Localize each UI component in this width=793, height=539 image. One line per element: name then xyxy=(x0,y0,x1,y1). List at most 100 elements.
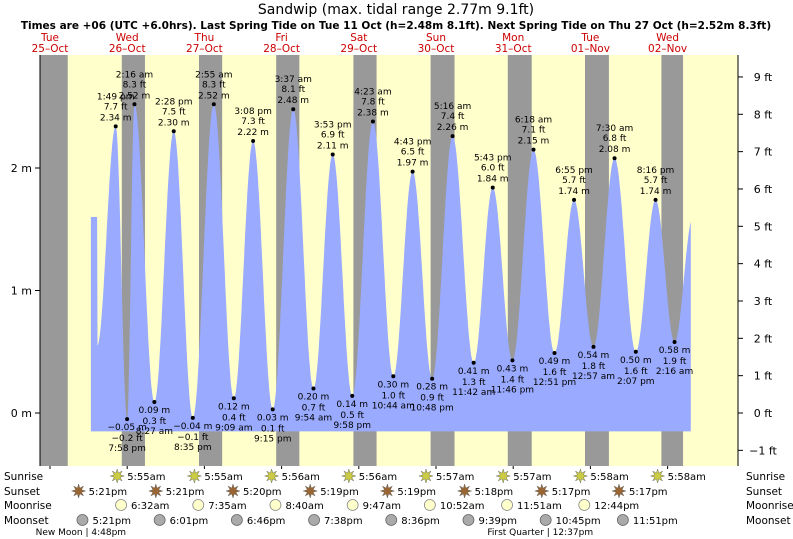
row-time: 5:58am xyxy=(590,472,628,483)
right-tick-label: 3 ft xyxy=(754,295,773,308)
row-label-sunset: Sunset xyxy=(4,486,40,498)
low-tide-time: 9:58 pm xyxy=(333,421,371,431)
low-tide-m: 0.14 m xyxy=(336,400,368,410)
day-name: Wed xyxy=(656,32,679,44)
day-name: Wed xyxy=(116,32,139,44)
low-tide-ft: 0.7 ft xyxy=(302,404,326,414)
high-tide-ft: 7.5 ft xyxy=(162,107,186,117)
high-tide-ft: 6.5 ft xyxy=(401,148,425,158)
day-name: Tue xyxy=(580,32,599,44)
moonrise-icon xyxy=(346,499,359,511)
row-label-right-sunrise: Sunrise xyxy=(746,471,785,483)
low-tide-ft: 1.9 ft xyxy=(663,357,687,367)
moon-phase-label: First Quarter | 12:37pm xyxy=(487,528,593,538)
right-tick-label: 1 ft xyxy=(754,370,773,383)
low-tide-m: 0.12 m xyxy=(218,402,250,412)
low-tide-ft: 1.3 ft xyxy=(462,378,486,388)
tide-dot xyxy=(291,107,296,112)
day-name: Sun xyxy=(426,32,446,44)
row-time: 11:51pm xyxy=(633,516,678,527)
moonset-icon xyxy=(76,514,89,526)
row-time: 10:52am xyxy=(440,501,485,512)
high-tide-m: 2.22 m xyxy=(237,128,269,138)
row-time: 7:38pm xyxy=(324,516,363,527)
day-date: 29–Oct xyxy=(340,43,377,55)
sunset-icon xyxy=(70,483,87,499)
sunrise-icon xyxy=(341,468,357,484)
sunset-icon xyxy=(611,483,627,499)
high-tide-time: 4:23 am xyxy=(354,87,391,97)
row-time: 5:21pm xyxy=(89,487,128,498)
high-tide-m: 2.52 m xyxy=(119,91,151,101)
day-date: 28–Oct xyxy=(263,43,300,55)
right-tick-label: −1 ft xyxy=(749,444,777,457)
moonset-icon xyxy=(153,514,166,526)
left-tick-label: 2 m xyxy=(11,162,32,175)
row-time: 5:57am xyxy=(513,472,551,483)
tide-dot xyxy=(430,376,435,381)
low-tide-time: 12:51 pm xyxy=(533,378,576,388)
high-tide-time: 8:16 pm xyxy=(637,166,675,176)
low-tide-time: 10:48 pm xyxy=(410,404,453,414)
tide-dot xyxy=(125,417,130,422)
tide-dot xyxy=(510,358,515,363)
tide-dot xyxy=(132,102,137,107)
high-tide-time: 7:30 am xyxy=(596,124,633,134)
high-tide-m: 2.30 m xyxy=(158,118,190,128)
left-tick-label: 1 m xyxy=(11,285,32,298)
row-time: 5:19pm xyxy=(320,487,359,498)
low-tide-m: 0.49 m xyxy=(539,357,571,367)
row-time: 5:18pm xyxy=(475,487,514,498)
low-tide-m: −0.05 m xyxy=(108,423,147,433)
row-time: 5:55am xyxy=(204,472,242,483)
high-tide-ft: 8.3 ft xyxy=(202,80,226,90)
tide-dot xyxy=(113,124,118,129)
row-time: 8:40am xyxy=(285,501,323,512)
low-tide-m: 0.30 m xyxy=(377,380,409,390)
day-date: 27–Oct xyxy=(186,43,223,55)
tide-dot xyxy=(231,396,236,401)
high-tide-time: 4:43 pm xyxy=(394,138,432,148)
tide-dot xyxy=(152,399,157,404)
day-name: Mon xyxy=(502,32,524,44)
low-tide-ft: 1.6 ft xyxy=(543,368,567,378)
row-label-right-moonset: Moonset xyxy=(746,515,791,527)
sunset-icon xyxy=(379,483,396,499)
low-tide-m: 0.58 m xyxy=(659,346,691,356)
tide-dot xyxy=(311,386,316,391)
sunset-icon xyxy=(456,483,473,499)
moonrise-icon xyxy=(423,499,436,511)
tide-dot xyxy=(370,119,375,124)
high-tide-m: 1.97 m xyxy=(397,159,429,169)
sunrise-icon xyxy=(572,468,589,484)
row-time: 5:57am xyxy=(436,472,474,483)
low-tide-time: 8:35 pm xyxy=(174,443,212,453)
left-tick-label: 0 m xyxy=(11,407,32,420)
high-tide-ft: 7.3 ft xyxy=(241,117,265,127)
tide-dot xyxy=(471,360,476,365)
high-tide-ft: 6.0 ft xyxy=(481,164,505,174)
high-tide-ft: 7.8 ft xyxy=(361,97,385,107)
sunset-icon xyxy=(225,483,241,499)
day-name: Tue xyxy=(40,32,59,44)
low-tide-ft: −0.1 ft xyxy=(177,433,209,443)
row-time: 12:44pm xyxy=(594,501,639,512)
high-tide-ft: 8.1 ft xyxy=(281,85,305,95)
low-tide-m: 0.54 m xyxy=(578,351,610,361)
tide-dot xyxy=(211,102,216,107)
tide-dot xyxy=(672,339,677,344)
high-tide-time: 6:18 am xyxy=(515,116,552,126)
low-tide-ft: 1.0 ft xyxy=(381,391,405,401)
moonrise-icon xyxy=(115,499,127,511)
high-tide-m: 2.38 m xyxy=(357,108,389,118)
low-tide-m: 0.03 m xyxy=(257,413,289,423)
high-tide-ft: 8.3 ft xyxy=(123,80,147,90)
high-tide-ft: 7.1 ft xyxy=(522,126,546,136)
low-tide-m: 0.28 m xyxy=(416,383,448,393)
high-tide-m: 2.08 m xyxy=(599,145,631,155)
moonset-icon xyxy=(539,514,552,526)
row-time: 9:39pm xyxy=(478,516,517,527)
low-tide-m: 0.43 m xyxy=(497,364,529,374)
row-label-moonset: Moonset xyxy=(4,515,49,527)
